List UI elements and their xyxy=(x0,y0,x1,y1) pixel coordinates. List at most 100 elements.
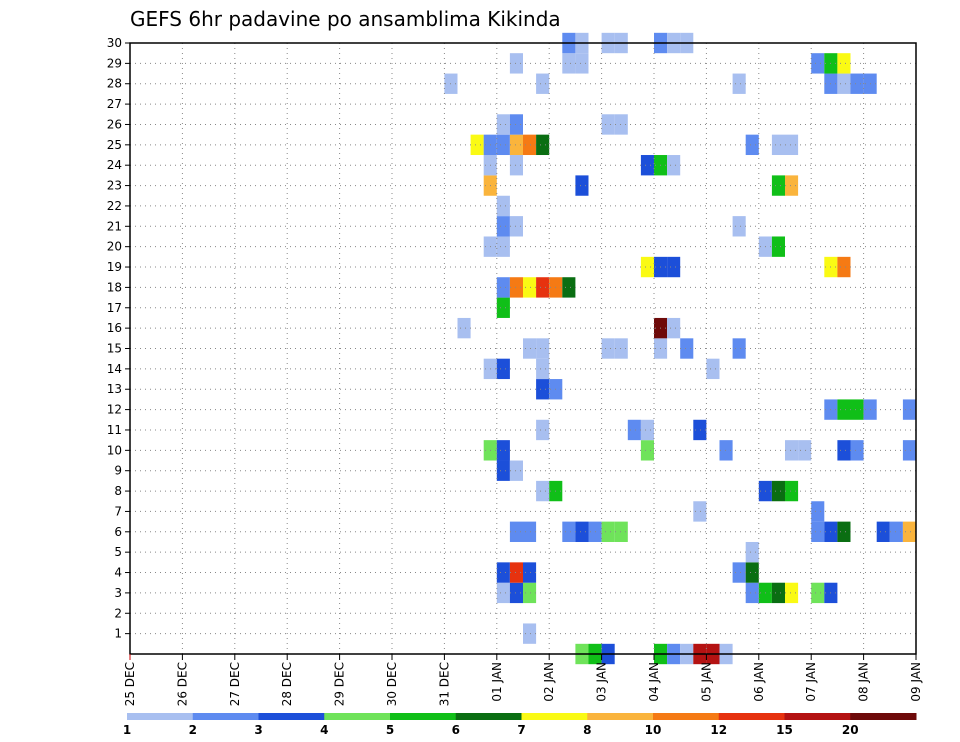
x-tick-label: 05 JAN xyxy=(699,662,713,702)
colorbar-label: 1 xyxy=(123,723,131,737)
heatmap-cell xyxy=(562,277,576,298)
heatmap-cell xyxy=(523,521,537,542)
y-tick-label: 13 xyxy=(107,382,122,396)
heatmap-cell xyxy=(745,541,759,563)
heatmap-cell xyxy=(523,277,537,298)
grid-lines xyxy=(130,43,916,654)
chart-title: GEFS 6hr padavine po ansamblima Kikinda xyxy=(130,7,561,31)
heatmap-cell xyxy=(785,440,799,461)
heatmap-cell xyxy=(496,440,510,461)
x-tick-label: 28 DEC xyxy=(280,662,294,706)
y-tick-label: 1 xyxy=(114,627,122,641)
colorbar: 1 2 3 4 5 6 7 8 10 12 15 20 xyxy=(123,713,917,737)
heatmap-cell xyxy=(496,195,510,217)
y-tick-label: 30 xyxy=(107,36,122,50)
colorbar-label: 6 xyxy=(452,723,460,737)
y-tick-label: 11 xyxy=(107,423,122,437)
heatmap-cell xyxy=(496,297,510,318)
y-tick-label: 22 xyxy=(107,199,122,213)
heatmap-cell xyxy=(496,460,510,481)
y-tick-label: 14 xyxy=(107,362,122,376)
y-tick-label: 3 xyxy=(114,586,122,600)
y-tick-label: 21 xyxy=(107,219,122,233)
heatmap-cell xyxy=(706,358,720,380)
heatmap-cell xyxy=(745,134,759,156)
heatmap-cell xyxy=(811,501,825,522)
x-tick-label: 26 DEC xyxy=(175,662,189,706)
heatmap-cell xyxy=(771,582,785,604)
y-tick-label: 23 xyxy=(107,179,122,193)
y-tick-label: 29 xyxy=(107,56,122,70)
colorbar-label: 5 xyxy=(386,723,394,737)
x-tick-label: 25 DEC xyxy=(123,662,137,706)
heatmap-cell xyxy=(536,358,550,380)
heatmap-cell xyxy=(509,53,523,74)
heatmap-cell xyxy=(850,399,864,420)
heatmap-cell xyxy=(889,521,903,542)
heatmap-cell xyxy=(523,582,537,604)
colorbar-label: 2 xyxy=(189,723,197,737)
colorbar-label: 20 xyxy=(842,723,859,737)
colorbar-label: 4 xyxy=(320,723,328,737)
heatmap-cell xyxy=(771,175,785,196)
heatmap-cell xyxy=(693,501,707,522)
heatmap-cell xyxy=(850,440,864,461)
heatmap-cell xyxy=(536,277,550,298)
colorbar-label: 15 xyxy=(776,723,793,737)
y-tick-label: 9 xyxy=(114,464,122,478)
heatmap-cell xyxy=(719,440,733,461)
heatmap-cell xyxy=(811,53,825,74)
x-tick-label: 01 JAN xyxy=(490,662,504,702)
heatmap-cell xyxy=(523,562,537,583)
heatmap-cell xyxy=(811,582,825,604)
heatmap-cell xyxy=(496,216,510,237)
heatmap-cell xyxy=(575,175,589,196)
heatmap-cell xyxy=(785,480,799,502)
x-tick-label: 09 JAN xyxy=(909,662,923,702)
heatmap-cell xyxy=(640,419,654,441)
heatmap-cell xyxy=(457,317,471,339)
colorbar-label: 12 xyxy=(710,723,727,737)
heatmap-cell xyxy=(850,73,864,94)
heatmap-cell xyxy=(837,521,851,542)
heatmap-cell xyxy=(496,358,510,380)
heatmap-cell xyxy=(667,317,681,339)
heatmap-cell xyxy=(509,114,523,135)
heatmap-cell xyxy=(640,256,654,278)
heatmap-cell xyxy=(732,338,746,359)
heatmap-cell xyxy=(601,521,615,542)
heatmap-cell xyxy=(902,521,916,542)
x-tick-label: 27 DEC xyxy=(228,662,242,706)
colorbar-label: 3 xyxy=(254,723,262,737)
heatmap-cell xyxy=(785,582,799,604)
heatmap-cell xyxy=(837,73,851,94)
heatmap-cell xyxy=(745,582,759,604)
y-tick-label: 17 xyxy=(107,301,122,315)
heatmap-cell xyxy=(680,338,694,359)
heatmap-cell xyxy=(876,521,890,542)
heatmap-cell xyxy=(496,114,510,135)
heatmap-cell xyxy=(771,134,785,156)
x-tick-label: 07 JAN xyxy=(804,662,818,702)
heatmap-cell xyxy=(667,256,681,278)
colorbar-swatch xyxy=(784,713,851,720)
heatmap-cell xyxy=(614,114,628,135)
heatmap-cell xyxy=(837,440,851,461)
heatmap-cell xyxy=(640,440,654,461)
colorbar-swatch xyxy=(324,713,391,720)
heatmap-cell xyxy=(575,53,589,74)
heatmap-cell xyxy=(523,623,537,644)
y-tick-label: 12 xyxy=(107,403,122,417)
y-tick-label: 10 xyxy=(107,443,122,457)
heatmap-cell xyxy=(745,562,759,583)
colorbar-swatch xyxy=(587,713,654,720)
y-tick-label: 4 xyxy=(114,566,122,580)
heatmap-cell xyxy=(562,53,576,74)
heatmap-cell xyxy=(640,155,654,176)
y-tick-label: 27 xyxy=(107,97,122,111)
y-tick-label: 15 xyxy=(107,342,122,356)
colorbar-swatch xyxy=(390,713,457,720)
heatmap-cell xyxy=(523,134,537,156)
heatmap-cell xyxy=(732,73,746,94)
